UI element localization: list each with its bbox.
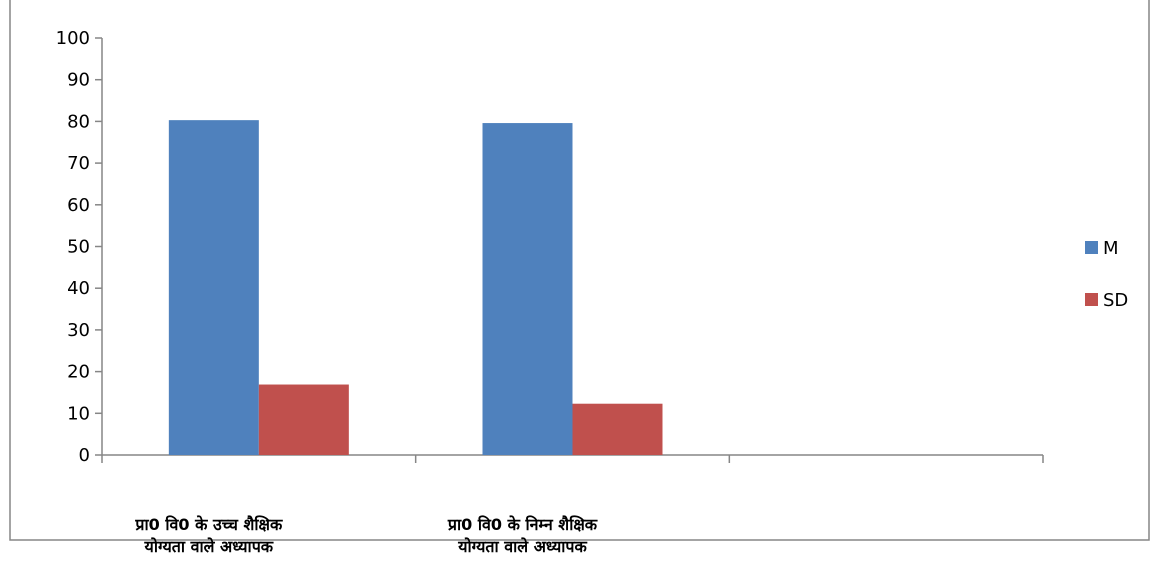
y-tick-label: 70 <box>67 153 90 174</box>
legend-swatch-m <box>1085 241 1098 254</box>
y-tick-label: 50 <box>67 237 90 258</box>
y-tick-label: 100 <box>56 28 90 49</box>
y-tick-label: 0 <box>79 445 90 466</box>
legend-label-sd: SD <box>1103 290 1128 311</box>
y-tick-label: 80 <box>67 111 90 132</box>
chart-frame <box>9 0 1150 541</box>
y-tick-label: 40 <box>67 278 90 299</box>
y-tick-label: 10 <box>67 403 90 424</box>
legend-label-m: M <box>1103 238 1119 259</box>
legend-swatch-sd <box>1085 293 1098 306</box>
bar-m <box>168 120 259 456</box>
category-label: प्रा0 वि0 के उच्च शैक्षिक <box>134 515 283 534</box>
category-label: योग्यता वाले अध्यापक <box>457 537 587 556</box>
category-label: प्रा0 वि0 के निम्न शैक्षिक <box>447 515 598 534</box>
y-tick-label: 30 <box>67 320 90 341</box>
bar-sd <box>572 403 663 455</box>
y-tick-label: 90 <box>67 70 90 91</box>
y-tick-label: 60 <box>67 195 90 216</box>
bar-m <box>482 123 573 456</box>
category-label: योग्यता वाले अध्यापक <box>144 537 274 556</box>
y-tick-label: 20 <box>67 362 90 383</box>
bar-sd <box>258 384 349 455</box>
